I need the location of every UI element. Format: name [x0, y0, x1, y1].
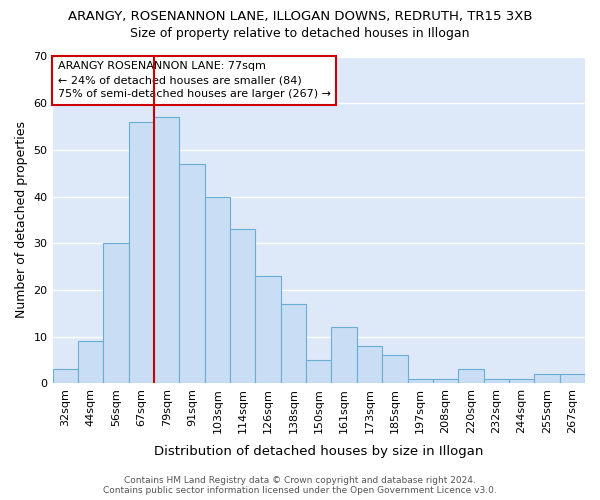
Bar [458, 370, 484, 384]
Bar [281, 304, 306, 384]
Bar [560, 374, 585, 384]
Bar [128, 122, 154, 384]
Bar [78, 342, 103, 384]
X-axis label: Distribution of detached houses by size in Illogan: Distribution of detached houses by size … [154, 444, 484, 458]
Bar [205, 196, 230, 384]
Text: ARANGY ROSENANNON LANE: 77sqm
← 24% of detached houses are smaller (84)
75% of s: ARANGY ROSENANNON LANE: 77sqm ← 24% of d… [58, 62, 331, 100]
Bar [103, 244, 128, 384]
Text: Contains public sector information licensed under the Open Government Licence v3: Contains public sector information licen… [103, 486, 497, 495]
Bar [407, 378, 433, 384]
Bar [230, 230, 256, 384]
Bar [484, 378, 509, 384]
Bar [357, 346, 382, 384]
Bar [179, 164, 205, 384]
Bar [534, 374, 560, 384]
Bar [154, 117, 179, 384]
Text: Contains HM Land Registry data © Crown copyright and database right 2024.: Contains HM Land Registry data © Crown c… [124, 476, 476, 485]
Bar [306, 360, 331, 384]
Bar [256, 276, 281, 384]
Bar [331, 328, 357, 384]
Bar [509, 378, 534, 384]
Text: ARANGY, ROSENANNON LANE, ILLOGAN DOWNS, REDRUTH, TR15 3XB: ARANGY, ROSENANNON LANE, ILLOGAN DOWNS, … [68, 10, 532, 23]
Text: Size of property relative to detached houses in Illogan: Size of property relative to detached ho… [130, 28, 470, 40]
Bar [382, 356, 407, 384]
Bar [53, 370, 78, 384]
Y-axis label: Number of detached properties: Number of detached properties [15, 122, 28, 318]
Bar [433, 378, 458, 384]
